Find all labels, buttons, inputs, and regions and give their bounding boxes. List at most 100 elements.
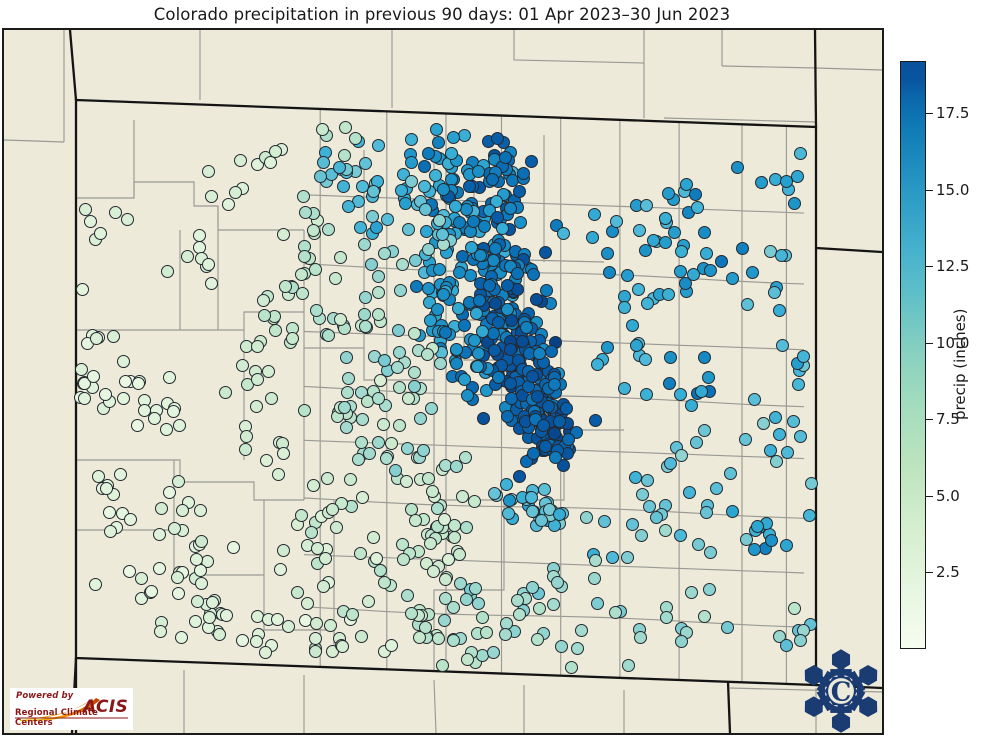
colorbar[interactable] xyxy=(900,61,926,649)
station-marker[interactable] xyxy=(469,582,483,596)
station-marker[interactable] xyxy=(504,376,518,390)
station-marker[interactable] xyxy=(780,174,793,188)
station-marker[interactable] xyxy=(516,166,530,180)
station-marker[interactable] xyxy=(278,280,292,294)
station-marker[interactable] xyxy=(240,429,254,443)
station-marker[interactable] xyxy=(792,378,806,392)
station-marker[interactable] xyxy=(688,187,702,201)
station-marker[interactable] xyxy=(160,422,174,436)
station-marker[interactable] xyxy=(549,450,563,464)
station-marker[interactable] xyxy=(741,298,754,312)
station-marker[interactable] xyxy=(286,331,300,345)
station-marker[interactable] xyxy=(219,608,233,622)
station-marker[interactable] xyxy=(662,186,676,200)
station-marker[interactable] xyxy=(475,324,489,338)
station-marker[interactable] xyxy=(422,146,436,160)
station-marker[interactable] xyxy=(571,641,585,655)
station-marker[interactable] xyxy=(487,344,501,357)
station-marker[interactable] xyxy=(774,248,788,262)
station-marker[interactable] xyxy=(714,255,728,269)
station-marker[interactable] xyxy=(468,495,482,509)
station-marker[interactable] xyxy=(641,296,655,310)
station-marker[interactable] xyxy=(124,512,138,526)
station-marker[interactable] xyxy=(447,634,461,647)
station-marker[interactable] xyxy=(171,587,185,601)
station-marker[interactable] xyxy=(488,296,502,310)
station-marker[interactable] xyxy=(764,534,778,548)
station-marker[interactable] xyxy=(77,392,91,406)
station-marker[interactable] xyxy=(448,199,462,213)
station-marker[interactable] xyxy=(695,385,709,399)
station-marker[interactable] xyxy=(419,621,433,635)
station-marker[interactable] xyxy=(420,224,434,238)
station-marker[interactable] xyxy=(378,246,392,260)
station-marker[interactable] xyxy=(499,628,512,641)
station-marker[interactable] xyxy=(114,468,128,482)
station-marker[interactable] xyxy=(499,151,513,164)
station-marker[interactable] xyxy=(304,526,318,539)
station-marker[interactable] xyxy=(618,381,632,395)
station-marker[interactable] xyxy=(485,172,499,186)
station-marker[interactable] xyxy=(441,553,455,567)
station-marker[interactable] xyxy=(326,502,340,516)
station-marker[interactable] xyxy=(608,606,622,620)
station-marker[interactable] xyxy=(511,593,525,607)
station-marker[interactable] xyxy=(720,620,734,634)
station-marker[interactable] xyxy=(161,264,175,278)
station-marker[interactable] xyxy=(488,487,502,501)
station-marker[interactable] xyxy=(530,633,544,647)
station-marker[interactable] xyxy=(190,595,204,609)
station-marker[interactable] xyxy=(662,376,676,390)
station-marker[interactable] xyxy=(340,351,354,364)
station-marker[interactable] xyxy=(447,518,461,532)
station-marker[interactable] xyxy=(357,237,371,251)
station-marker[interactable] xyxy=(334,313,348,326)
station-marker[interactable] xyxy=(84,214,97,228)
station-marker[interactable] xyxy=(690,201,704,214)
station-marker[interactable] xyxy=(418,160,432,174)
station-marker[interactable] xyxy=(640,388,654,402)
station-marker[interactable] xyxy=(502,494,516,508)
station-marker[interactable] xyxy=(227,540,241,554)
station-marker[interactable] xyxy=(640,198,654,212)
station-marker[interactable] xyxy=(357,307,371,321)
station-marker[interactable] xyxy=(520,320,534,334)
station-marker[interactable] xyxy=(402,222,416,236)
station-marker[interactable] xyxy=(162,486,176,500)
station-marker[interactable] xyxy=(194,503,208,517)
station-marker[interactable] xyxy=(667,226,681,240)
station-marker[interactable] xyxy=(470,359,484,373)
station-marker[interactable] xyxy=(371,270,385,284)
station-marker[interactable] xyxy=(538,440,552,454)
station-marker[interactable] xyxy=(631,282,645,296)
station-marker[interactable] xyxy=(452,266,466,280)
station-marker[interactable] xyxy=(587,571,601,585)
station-marker[interactable] xyxy=(342,372,356,386)
station-marker[interactable] xyxy=(621,551,635,565)
station-marker[interactable] xyxy=(271,467,285,481)
station-marker[interactable] xyxy=(153,561,166,575)
station-marker[interactable] xyxy=(450,357,464,371)
station-marker[interactable] xyxy=(393,346,406,360)
map-panel[interactable] xyxy=(2,28,884,735)
station-marker[interactable] xyxy=(586,231,599,245)
station-marker[interactable] xyxy=(118,375,132,389)
station-marker[interactable] xyxy=(421,348,434,362)
station-marker[interactable] xyxy=(309,645,323,659)
station-marker[interactable] xyxy=(739,433,753,447)
station-marker[interactable] xyxy=(378,354,391,368)
station-marker[interactable] xyxy=(675,635,689,649)
station-marker[interactable] xyxy=(372,285,386,299)
station-marker[interactable] xyxy=(673,388,687,402)
station-marker[interactable] xyxy=(358,320,372,334)
station-marker[interactable] xyxy=(176,504,189,517)
station-marker[interactable] xyxy=(725,271,739,285)
station-marker[interactable] xyxy=(679,177,693,191)
station-marker[interactable] xyxy=(769,454,783,468)
station-marker[interactable] xyxy=(504,201,518,215)
station-marker[interactable] xyxy=(309,616,323,630)
station-marker[interactable] xyxy=(262,364,276,378)
station-marker[interactable] xyxy=(295,287,309,301)
station-marker[interactable] xyxy=(462,180,476,194)
station-marker[interactable] xyxy=(625,319,639,332)
